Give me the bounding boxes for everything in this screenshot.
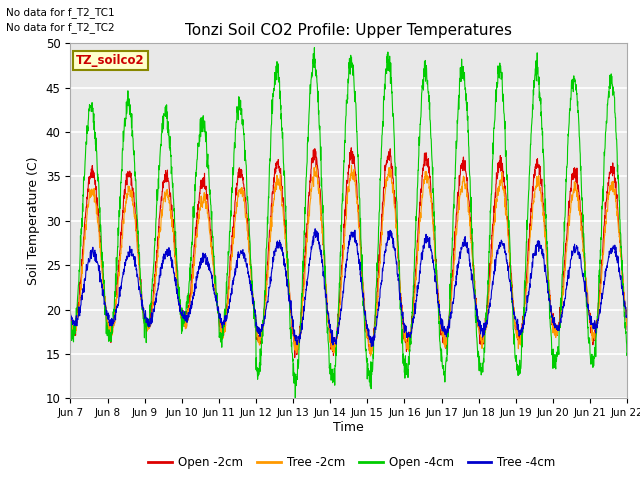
Open -4cm <box>310 45 318 50</box>
X-axis label: Time: Time <box>333 421 364 434</box>
Open -2cm <box>575 184 582 190</box>
Tree -4cm <box>623 314 631 320</box>
Tree -2cm <box>575 205 582 211</box>
Tree -2cm <box>590 332 598 338</box>
Open -2cm <box>378 223 385 228</box>
Tree -4cm <box>590 326 598 332</box>
Tree -4cm <box>222 318 230 324</box>
Open -2cm <box>67 313 74 319</box>
Open -2cm <box>348 145 355 151</box>
Tree -2cm <box>67 310 74 315</box>
Text: No data for f_T2_TC1: No data for f_T2_TC1 <box>6 7 115 18</box>
Tree -4cm <box>311 226 319 232</box>
Y-axis label: Soil Temperature (C): Soil Temperature (C) <box>28 156 40 285</box>
Tree -2cm <box>365 344 373 349</box>
Line: Open -4cm: Open -4cm <box>70 48 627 400</box>
Open -2cm <box>590 337 598 343</box>
Text: TZ_soilco2: TZ_soilco2 <box>76 54 145 67</box>
Open -4cm <box>511 355 519 360</box>
Open -4cm <box>291 397 299 403</box>
Tree -2cm <box>623 319 631 324</box>
Open -4cm <box>67 322 74 327</box>
Tree -4cm <box>575 250 582 255</box>
Open -2cm <box>623 327 631 333</box>
Line: Open -2cm: Open -2cm <box>70 148 627 358</box>
Tree -4cm <box>367 344 375 349</box>
Open -4cm <box>365 379 373 384</box>
Tree -4cm <box>511 316 519 322</box>
Open -2cm <box>511 323 519 329</box>
Tree -2cm <box>511 319 519 325</box>
Open -2cm <box>365 348 373 354</box>
Text: No data for f_T2_TC2: No data for f_T2_TC2 <box>6 22 115 33</box>
Open -4cm <box>623 350 631 356</box>
Line: Tree -4cm: Tree -4cm <box>70 229 627 347</box>
Tree -2cm <box>348 162 355 168</box>
Title: Tonzi Soil CO2 Profile: Upper Temperatures: Tonzi Soil CO2 Profile: Upper Temperatur… <box>186 23 512 38</box>
Open -4cm <box>222 310 230 316</box>
Open -2cm <box>291 355 299 360</box>
Tree -2cm <box>222 323 230 329</box>
Tree -4cm <box>365 334 373 340</box>
Open -4cm <box>590 355 598 360</box>
Open -2cm <box>222 314 230 320</box>
Tree -4cm <box>378 281 385 287</box>
Tree -2cm <box>367 353 374 359</box>
Legend: Open -2cm, Tree -2cm, Open -4cm, Tree -4cm: Open -2cm, Tree -2cm, Open -4cm, Tree -4… <box>144 452 560 474</box>
Open -4cm <box>575 113 582 119</box>
Open -4cm <box>378 146 385 152</box>
Tree -2cm <box>378 237 385 242</box>
Tree -4cm <box>67 310 74 315</box>
Line: Tree -2cm: Tree -2cm <box>70 165 627 356</box>
